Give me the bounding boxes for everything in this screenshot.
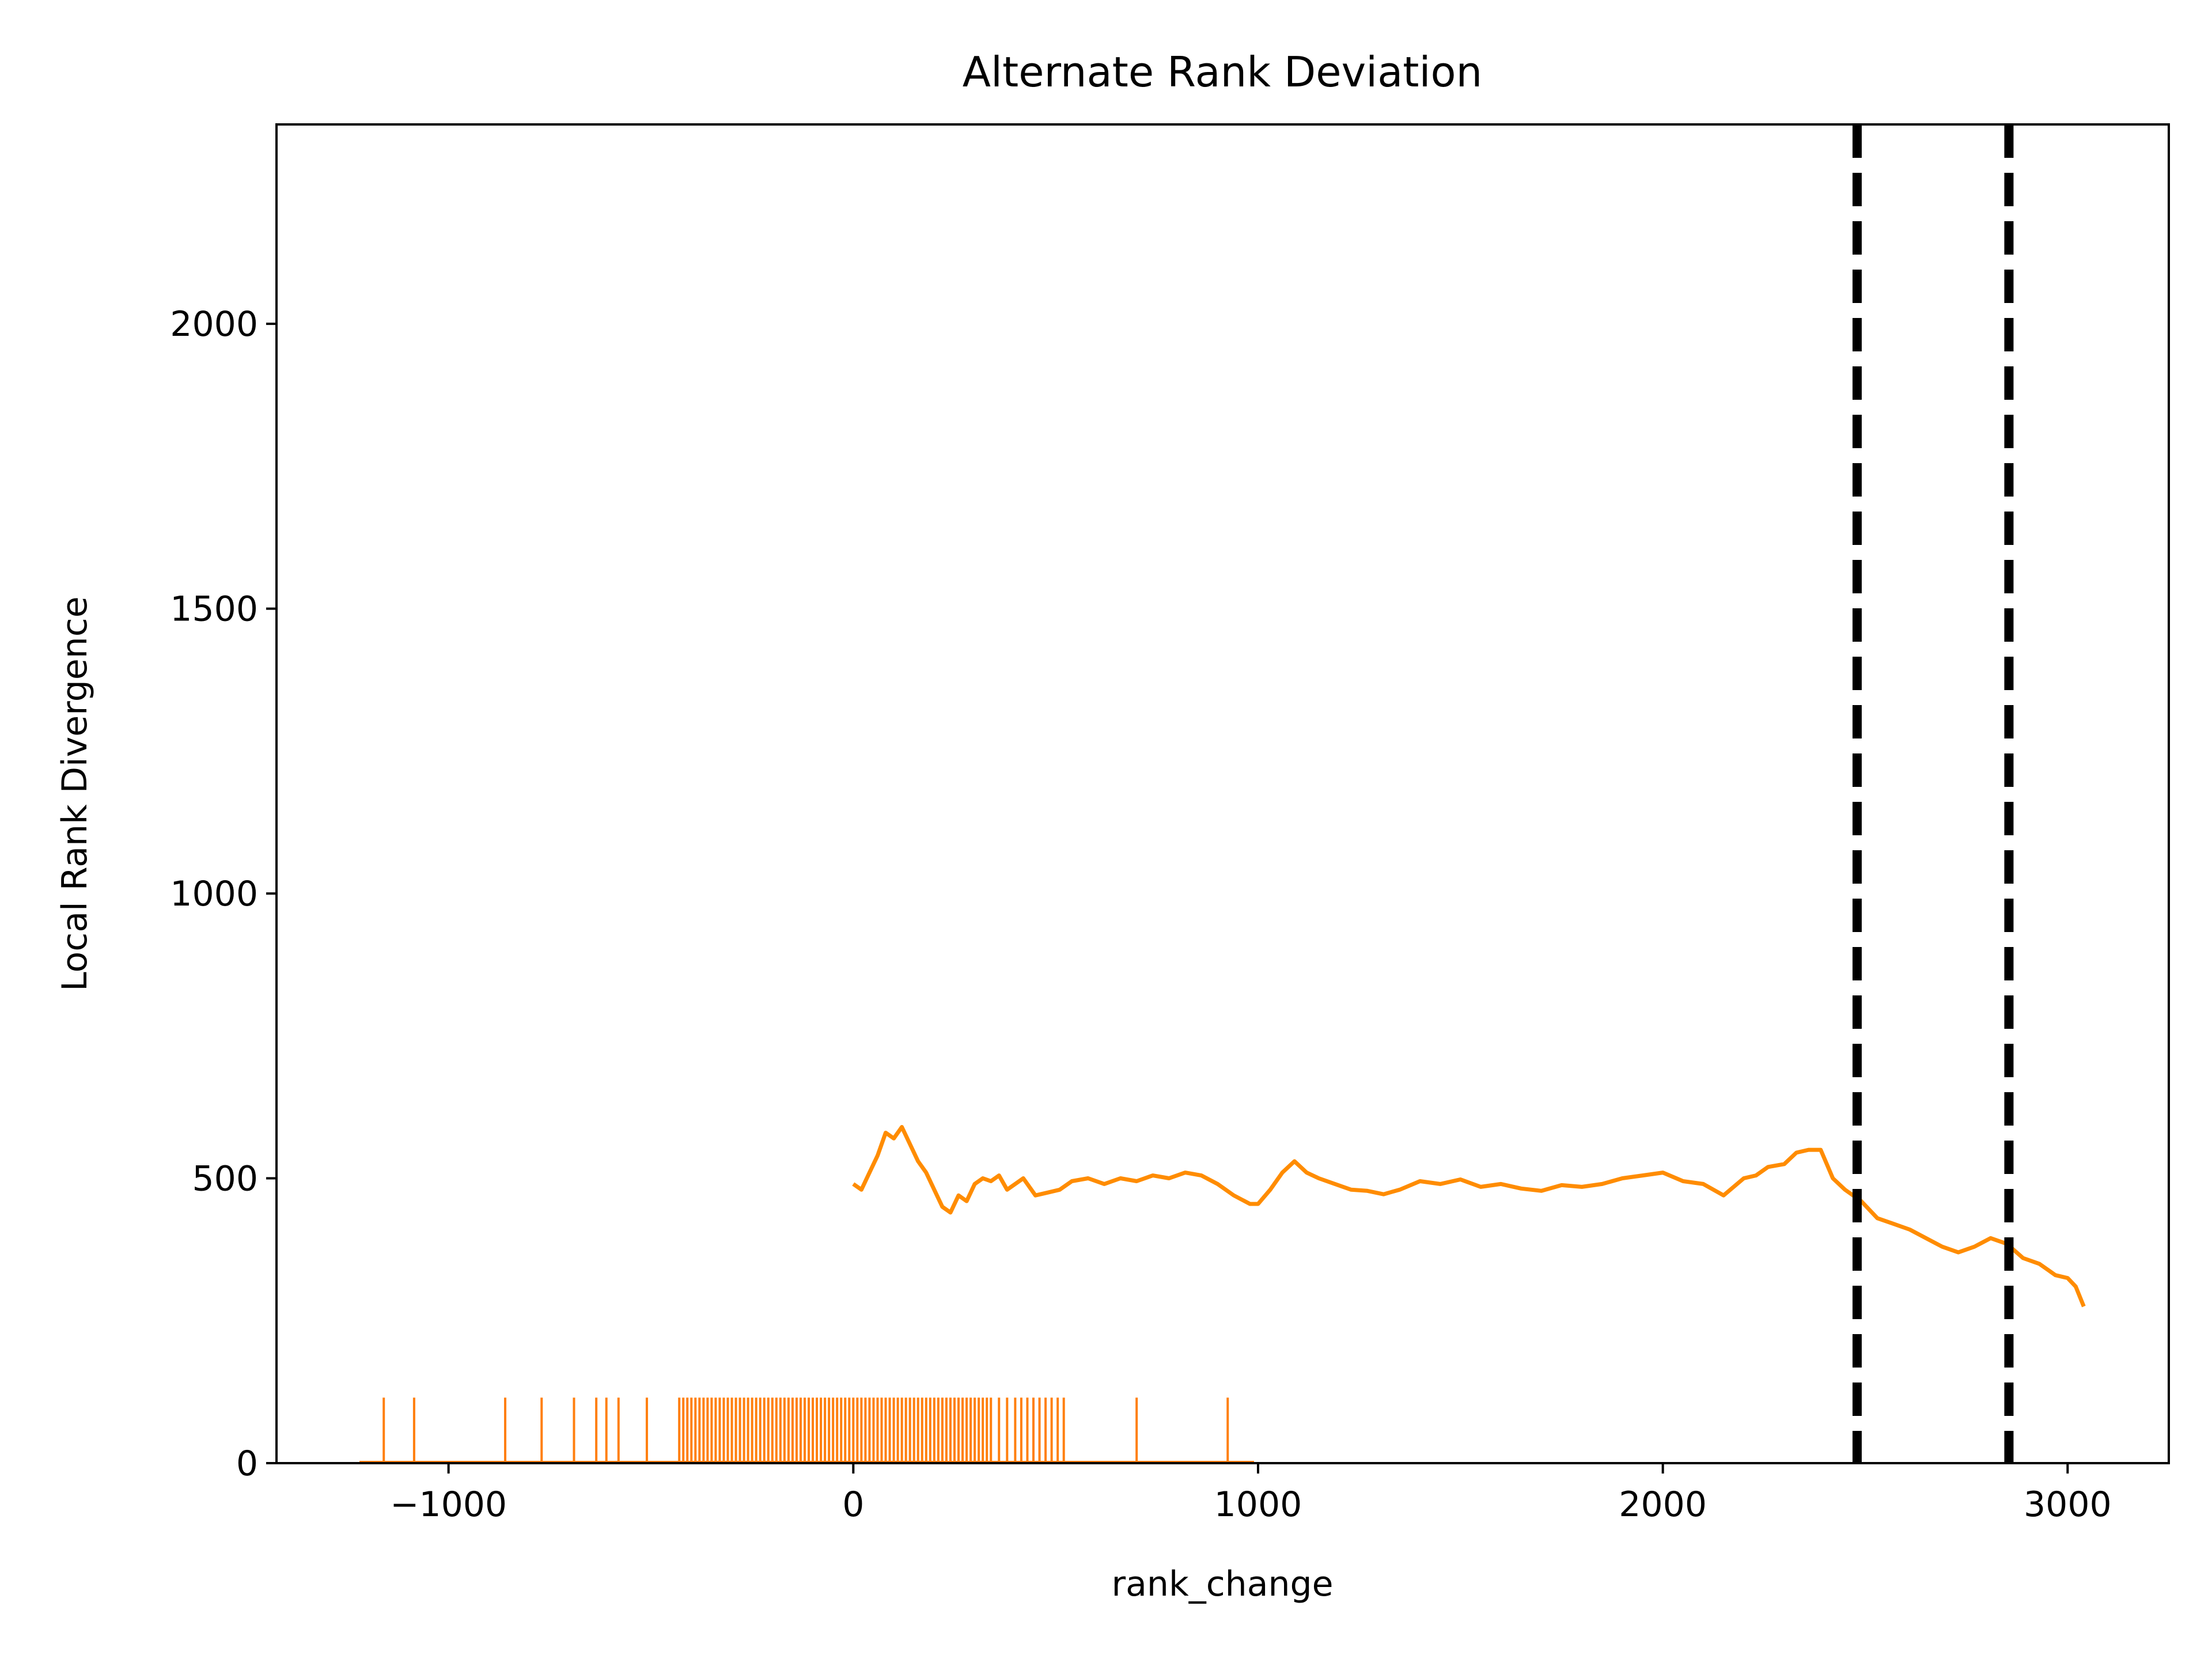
y-axis: 0 500 1000 1500 2000 <box>170 304 276 1484</box>
threshold-lines <box>1852 124 2014 1463</box>
x-axis: −1000 0 1000 2000 3000 <box>390 1463 2112 1525</box>
y-axis-label: Local Rank Divergence <box>55 596 95 991</box>
series-layer <box>852 1125 2086 1308</box>
x-tick-label-0: −1000 <box>390 1484 507 1525</box>
x-tick-label-3: 2000 <box>1619 1484 1707 1525</box>
y-tick-label-3: 1500 <box>170 589 258 630</box>
x-axis-label: rank_change <box>1111 1564 1333 1604</box>
y-tick-label-2: 1000 <box>170 874 258 914</box>
y-tick-label-4: 2000 <box>170 304 258 344</box>
y-tick-label-1: 500 <box>192 1159 258 1199</box>
y-tick-label-0: 0 <box>236 1444 258 1484</box>
rug-marks <box>359 1397 1254 1463</box>
plot-frame <box>275 123 2170 1464</box>
series-line-0 <box>852 1125 2086 1308</box>
chart-title: Alternate Rank Deviation <box>963 48 1482 96</box>
x-tick-label-2: 1000 <box>1214 1484 1302 1525</box>
x-tick-label-4: 3000 <box>2024 1484 2112 1525</box>
x-tick-label-1: 0 <box>842 1484 864 1525</box>
